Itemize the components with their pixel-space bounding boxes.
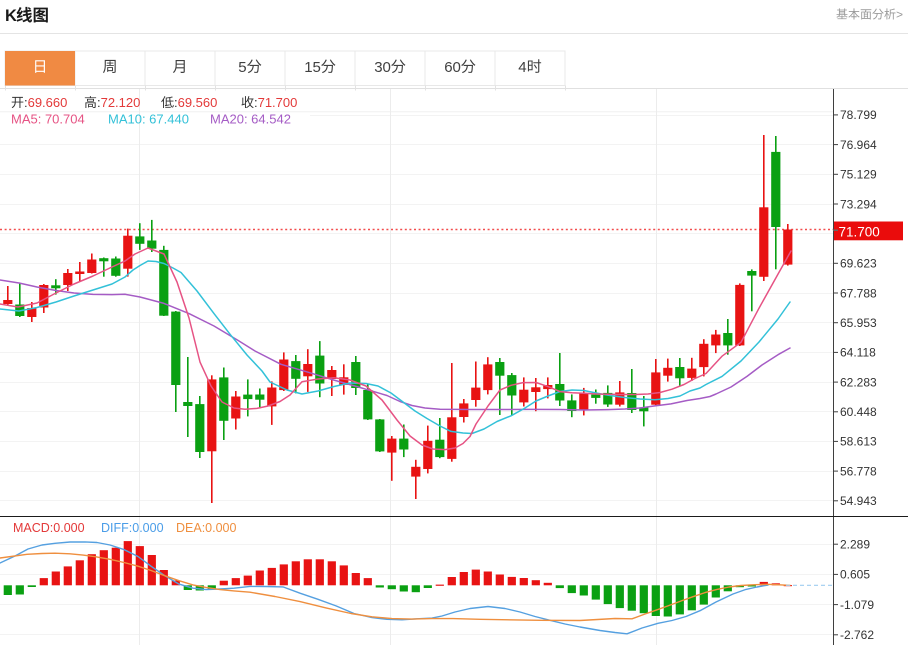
svg-text::: :	[97, 95, 101, 110]
svg-text:>: >	[896, 8, 903, 22]
svg-text:-1.079: -1.079	[840, 598, 874, 612]
svg-text:71.700: 71.700	[839, 225, 880, 240]
svg-text:69.623: 69.623	[840, 257, 877, 271]
svg-text:78.799: 78.799	[840, 108, 877, 122]
svg-text:62.283: 62.283	[840, 375, 877, 389]
svg-text:DEA:0.000: DEA:0.000	[176, 521, 237, 535]
svg-text:58.613: 58.613	[840, 435, 877, 449]
svg-text:2.289: 2.289	[840, 538, 870, 552]
svg-text:69.660: 69.660	[28, 95, 68, 110]
svg-text:60: 60	[444, 59, 461, 76]
svg-text:30: 30	[374, 59, 391, 76]
svg-text:0.605: 0.605	[840, 568, 870, 582]
svg-text:64.118: 64.118	[840, 346, 876, 360]
svg-text:4: 4	[518, 59, 526, 76]
svg-text:MA20: 64.542: MA20: 64.542	[210, 112, 291, 127]
svg-text:K: K	[5, 7, 17, 25]
svg-text:54.943: 54.943	[840, 494, 877, 508]
svg-text:DIFF:0.000: DIFF:0.000	[101, 521, 164, 535]
svg-text:60.448: 60.448	[840, 405, 877, 419]
svg-text:71.700: 71.700	[258, 95, 298, 110]
svg-text:73.294: 73.294	[840, 197, 877, 211]
svg-text::: :	[24, 95, 28, 110]
svg-text:72.120: 72.120	[101, 95, 141, 110]
svg-text:76.964: 76.964	[840, 138, 877, 152]
svg-text:-2.762: -2.762	[840, 628, 874, 642]
svg-text::: :	[254, 95, 258, 110]
svg-text:MA5: 70.704: MA5: 70.704	[11, 112, 85, 127]
svg-text:67.788: 67.788	[840, 286, 877, 300]
svg-text:MACD:0.000: MACD:0.000	[13, 521, 85, 535]
svg-text:MA10: 67.440: MA10: 67.440	[108, 112, 189, 127]
svg-text::: :	[174, 95, 178, 110]
svg-text:69.560: 69.560	[178, 95, 218, 110]
svg-text:65.953: 65.953	[840, 316, 877, 330]
svg-text:75.129: 75.129	[840, 168, 877, 182]
svg-text:56.778: 56.778	[840, 464, 877, 478]
svg-text:15: 15	[304, 59, 321, 76]
svg-text:5: 5	[238, 59, 246, 76]
